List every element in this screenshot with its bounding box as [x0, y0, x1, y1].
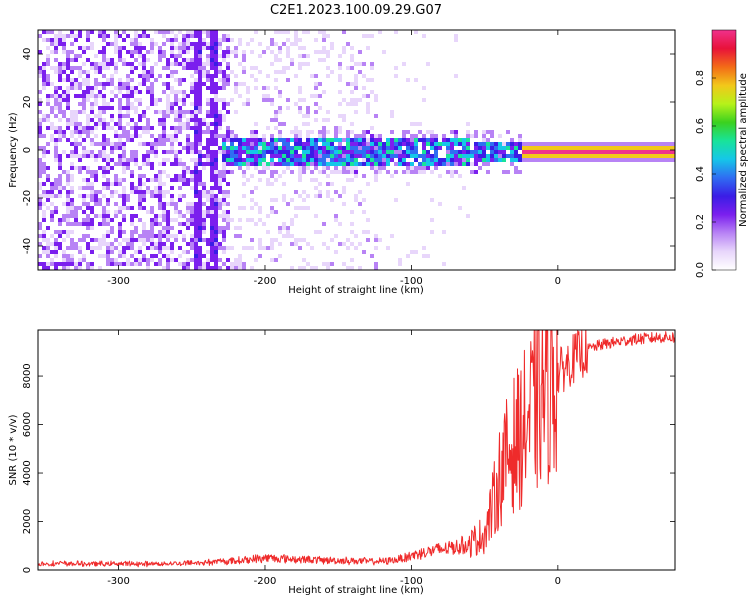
snr-panel: -300 -200 -100 0 0 2000 4000 6000 8000 Height o… — [8, 329, 676, 596]
x-tick-label: -200 — [254, 576, 277, 587]
colorbar-tick-label: 0.4 — [695, 166, 706, 182]
snr-y-label: SNR (10 * v/v) — [8, 414, 19, 485]
colorbar-ticks: 0.0 0.2 0.4 0.6 0.8 — [695, 70, 716, 278]
y-tick-label: 0 — [22, 147, 33, 153]
snr-y-ticks: 0 2000 4000 6000 8000 — [22, 363, 675, 573]
snr-frame — [37, 329, 676, 571]
spectrogram-y-label: Frequency (Hz) — [8, 112, 19, 188]
y-tick-label: 6000 — [22, 412, 33, 437]
x-tick-label: -300 — [107, 276, 130, 287]
x-tick-label: 0 — [555, 576, 561, 587]
colorbar-scale — [711, 29, 737, 271]
x-tick-label: -200 — [254, 276, 277, 287]
spectrogram-heatmap — [38, 30, 675, 270]
colorbar-tick-label: 0.0 — [695, 262, 706, 278]
y-tick-label: 4000 — [22, 460, 33, 485]
x-tick-label: 0 — [555, 276, 561, 287]
y-tick-label: 40 — [22, 48, 33, 61]
x-tick-label: -100 — [400, 576, 423, 587]
y-tick-label: -40 — [22, 238, 33, 254]
x-tick-label: -100 — [400, 276, 423, 287]
y-tick-label: 0 — [22, 567, 33, 573]
snr-series-line — [38, 330, 675, 568]
colorbar-tick-label: 0.6 — [695, 118, 706, 134]
snr-x-label: Height of straight line (km) — [288, 585, 424, 596]
y-tick-label: 2000 — [22, 509, 33, 534]
colorbar-tick-label: 0.8 — [695, 70, 706, 86]
spectrogram-x-ticks: -300 -200 -100 0 — [107, 30, 561, 287]
colorbar-label: Normalized spectral amplitude — [738, 73, 749, 227]
y-tick-label: 20 — [22, 96, 33, 109]
y-tick-label: -20 — [22, 190, 33, 206]
snr-x-ticks: -300 -200 -100 0 — [107, 330, 561, 587]
spectrogram-x-label: Height of straight line (km) — [288, 285, 424, 296]
x-tick-label: -300 — [107, 576, 130, 587]
figure-title: C2E1.2023.100.09.29.G07 — [270, 3, 442, 18]
y-tick-label: 8000 — [22, 363, 33, 388]
spectrogram-y-ticks: -40 -20 0 20 40 — [22, 48, 675, 254]
colorbar: 0.0 0.2 0.4 0.6 0.8 Normalized spectral ampl… — [695, 29, 749, 278]
colorbar-tick-label: 0.2 — [695, 214, 706, 230]
